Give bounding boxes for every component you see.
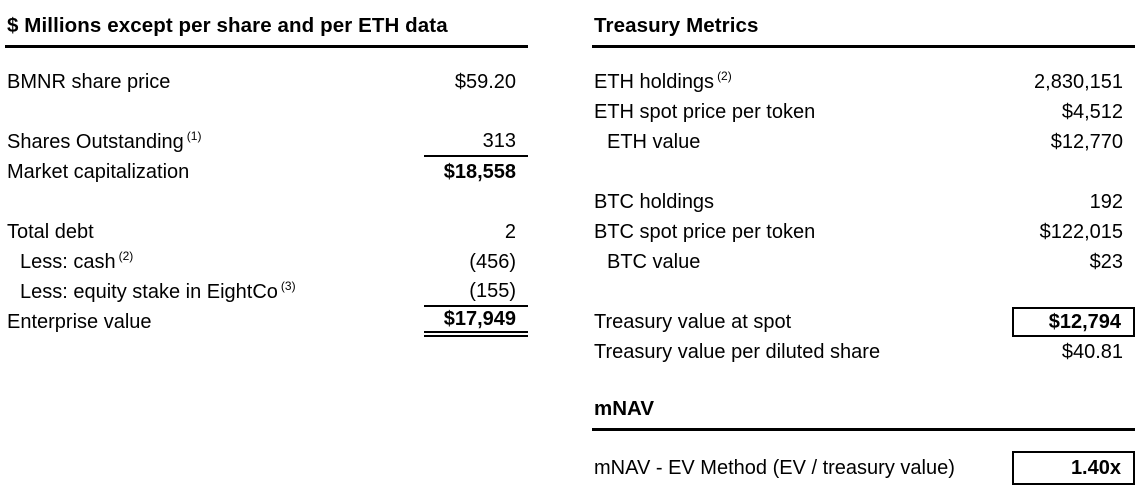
btc-spot-price-value: $122,015	[1039, 220, 1123, 243]
less-cash-value: (456)	[469, 250, 516, 273]
btc-holdings-label: BTC holdings	[594, 190, 715, 213]
row-btc-holdings: BTC holdings 192	[592, 187, 1135, 217]
row-less-cash: Less: cash (2) (456)	[5, 247, 528, 277]
row-enterprise-value: Enterprise value $17,949	[5, 307, 528, 337]
footnote-3-marker: (3)	[280, 278, 296, 293]
total-debt-value: 2	[504, 220, 516, 243]
bmnr-share-price-value: $59.20	[454, 70, 516, 93]
less-cash-label: Less: cash (2)	[5, 248, 424, 274]
spacer-row	[5, 187, 528, 217]
valuation-table-title: $ Millions except per share and per ETH …	[5, 10, 528, 48]
enterprise-value-value: $17,949	[424, 307, 528, 337]
row-eth-holdings: ETH holdings (2) 2,830,151	[592, 67, 1135, 97]
treasury-value-per-diluted-share-label: Treasury value per diluted share	[594, 340, 881, 363]
btc-holdings-value: 192	[1089, 190, 1123, 213]
mnav-ev-method-label: mNAV - EV Method (EV / treasury value)	[594, 456, 955, 479]
treasury-metrics-rows: ETH holdings (2) 2,830,151 ETH spot price…	[592, 67, 1135, 367]
total-debt-label: Total debt	[7, 220, 94, 243]
row-bmnr-share-price: BMNR share price $59.20	[5, 67, 528, 97]
btc-value-label: BTC value	[607, 250, 701, 273]
row-treasury-value-at-spot: Treasury value at spot $12,794	[592, 307, 1135, 337]
row-total-debt: Total debt 2	[5, 217, 528, 247]
eth-holdings-text: ETH holdings	[594, 70, 715, 93]
btc-spot-price-label: BTC spot price per token	[594, 220, 816, 243]
market-capitalization-label: Market capitalization	[7, 160, 190, 183]
eth-spot-price-label: ETH spot price per token	[594, 100, 816, 123]
row-btc-spot-price: BTC spot price per token $122,015	[592, 217, 1135, 247]
shares-outstanding-label: Shares Outstanding (1)	[5, 128, 424, 154]
row-treasury-value-per-diluted-share: Treasury value per diluted share $40.81	[592, 337, 1135, 367]
row-btc-value: BTC value $23	[592, 247, 1135, 277]
footnote-2-marker: (2)	[118, 248, 134, 263]
less-equity-stake-text: Less: equity stake in EightCo	[20, 280, 278, 303]
shares-outstanding-text: Shares Outstanding	[7, 130, 184, 153]
valuation-table: $ Millions except per share and per ETH …	[5, 10, 528, 337]
treasury-metrics-title: Treasury Metrics	[592, 10, 1135, 48]
valuation-table-rows: BMNR share price $59.20 Shares Outstandi…	[5, 67, 528, 337]
less-equity-stake-label: Less: equity stake in EightCo (3)	[5, 278, 424, 304]
row-eth-value: ETH value $12,770	[592, 127, 1135, 157]
mnav-ev-method-value: 1.40x	[1012, 451, 1135, 485]
row-mnav-ev-method: mNAV - EV Method (EV / treasury value) 1…	[592, 451, 1135, 485]
mnav-section-title: mNAV	[592, 397, 1135, 431]
btc-value-value: $23	[1089, 250, 1123, 273]
less-cash-text: Less: cash	[20, 250, 116, 273]
less-equity-stake-value: (155)	[424, 277, 528, 307]
row-eth-spot-price: ETH spot price per token $4,512	[592, 97, 1135, 127]
footnote-2-marker: (2)	[717, 68, 732, 83]
enterprise-value-label: Enterprise value	[7, 310, 152, 333]
treasury-value-at-spot-label: Treasury value at spot	[594, 310, 792, 333]
eth-spot-price-value: $4,512	[1061, 100, 1123, 123]
eth-holdings-label: ETH holdings (2)	[592, 68, 1012, 94]
treasury-metrics-table: Treasury Metrics ETH holdings (2) 2,830,1…	[592, 10, 1135, 485]
row-market-capitalization: Market capitalization $18,558	[5, 157, 528, 187]
eth-holdings-value: 2,830,151	[1034, 70, 1123, 93]
eth-value-label: ETH value	[607, 130, 701, 153]
row-shares-outstanding: Shares Outstanding (1) 313	[5, 127, 528, 157]
spacer-row	[592, 277, 1135, 307]
treasury-value-at-spot-value: $12,794	[1012, 307, 1135, 337]
spacer-row	[5, 97, 528, 127]
spacer-row	[592, 157, 1135, 187]
bmnr-share-price-label: BMNR share price	[7, 70, 171, 93]
footnote-1-marker: (1)	[186, 128, 202, 143]
shares-outstanding-value: 313	[424, 127, 528, 157]
eth-value-value: $12,770	[1050, 130, 1123, 153]
market-capitalization-value: $18,558	[443, 160, 516, 183]
treasury-value-per-diluted-share-value: $40.81	[1061, 340, 1123, 363]
row-less-equity-stake-eightco: Less: equity stake in EightCo (3) (155)	[5, 277, 528, 307]
